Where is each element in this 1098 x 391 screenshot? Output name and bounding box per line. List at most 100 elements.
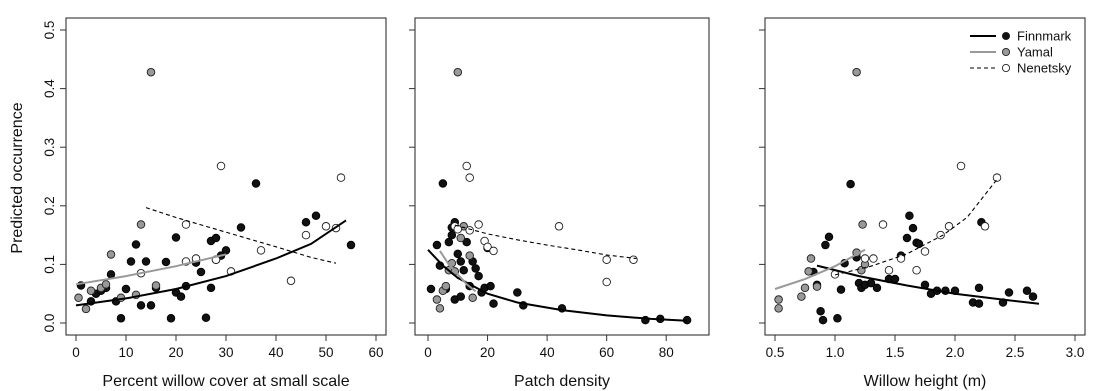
- point-finnmark: [221, 246, 231, 255]
- y-axis-title: Predicted occurrence: [9, 102, 26, 253]
- x-tick-label: 60: [599, 345, 614, 360]
- point-finnmark: [136, 301, 146, 310]
- point-finnmark: [141, 257, 151, 266]
- point-yamal: [432, 295, 442, 304]
- legend-item-nenetsky: Nenetsky: [970, 61, 1072, 76]
- point-finnmark: [447, 230, 457, 240]
- x-tick-label: 40: [268, 345, 283, 360]
- point-finnmark: [201, 313, 211, 322]
- point-finnmark: [176, 292, 186, 301]
- point-finnmark: [462, 237, 471, 247]
- point-yamal: [797, 292, 806, 301]
- point-yamal: [800, 283, 810, 293]
- x-tick-label: 3.0: [1066, 345, 1085, 360]
- point-yamal: [106, 250, 116, 259]
- point-nenetsky: [602, 277, 611, 287]
- point-finnmark: [166, 314, 176, 323]
- point-nenetsky: [286, 276, 296, 286]
- fit-line-nenetsky: [454, 224, 637, 260]
- point-nenetsky: [321, 222, 331, 231]
- point-nenetsky: [884, 266, 894, 275]
- point-yamal: [101, 280, 111, 289]
- point-finnmark: [426, 284, 436, 294]
- point-nenetsky: [462, 161, 471, 171]
- point-finnmark: [206, 283, 216, 293]
- x-tick-label: 10: [118, 345, 133, 360]
- x-axis-title: Patch density: [514, 373, 610, 390]
- legend-label: Yamal: [1017, 45, 1053, 60]
- legend-marker: [1001, 31, 1011, 41]
- point-finnmark: [459, 266, 468, 275]
- point-yamal: [465, 251, 474, 260]
- point-finnmark: [444, 237, 454, 247]
- point-finnmark: [824, 232, 834, 242]
- point-finnmark: [432, 240, 442, 250]
- point-nenetsky: [956, 161, 966, 171]
- point-yamal: [468, 293, 477, 303]
- point-nenetsky: [465, 226, 474, 235]
- fit-line-yamal: [439, 250, 477, 293]
- y-tick-label: 0.4: [42, 79, 57, 98]
- point-yamal: [146, 67, 156, 77]
- point-yamal: [858, 220, 867, 229]
- point-nenetsky: [602, 255, 611, 264]
- point-yamal: [81, 304, 91, 314]
- point-nenetsky: [453, 224, 463, 234]
- point-finnmark: [161, 257, 171, 267]
- fit-line-nenetsky: [834, 179, 998, 276]
- legend-marker: [1001, 47, 1011, 57]
- point-yamal: [774, 295, 783, 304]
- fit-line-yamal: [774, 248, 866, 290]
- point-finnmark: [513, 288, 522, 297]
- point-yamal: [441, 281, 451, 291]
- point-finnmark: [146, 301, 156, 310]
- fit-line-finnmark: [75, 219, 347, 307]
- point-nenetsky: [992, 173, 1002, 182]
- point-finnmark: [821, 240, 830, 250]
- point-nenetsky: [896, 254, 906, 263]
- point-yamal: [74, 293, 83, 303]
- point-finnmark: [301, 217, 311, 227]
- point-nenetsky: [489, 246, 498, 256]
- point-yamal: [453, 67, 463, 77]
- x-tick-label: 20: [480, 345, 495, 360]
- point-finnmark: [251, 179, 261, 188]
- point-nenetsky: [920, 247, 930, 256]
- point-nenetsky: [301, 230, 311, 240]
- x-tick-label: 60: [368, 345, 383, 360]
- point-nenetsky: [869, 254, 878, 263]
- point-nenetsky: [554, 222, 564, 231]
- point-yamal: [812, 282, 822, 291]
- point-nenetsky: [256, 246, 266, 255]
- point-finnmark: [902, 233, 912, 243]
- fit-line-finnmark: [427, 249, 688, 322]
- x-tick-label: 20: [168, 345, 183, 360]
- point-yamal: [804, 267, 813, 276]
- point-finnmark: [833, 314, 842, 323]
- fit-line-finnmark: [816, 264, 1040, 305]
- point-finnmark: [818, 315, 828, 325]
- plot-data: [74, 67, 356, 323]
- point-yamal: [852, 67, 861, 77]
- point-yamal: [774, 304, 783, 313]
- point-finnmark: [914, 239, 924, 249]
- x-tick-label: 1.5: [886, 345, 905, 360]
- point-yamal: [151, 281, 161, 290]
- point-finnmark: [1004, 288, 1014, 297]
- point-finnmark: [311, 211, 321, 221]
- point-finnmark: [196, 267, 206, 277]
- point-finnmark: [872, 283, 882, 293]
- point-yamal: [435, 304, 445, 313]
- point-yamal: [86, 286, 96, 296]
- chart-panel-3: 0.5 1.0 1.5 2.0 2.5 3.0 Willow height (m): [759, 17, 1086, 390]
- point-nenetsky: [980, 222, 990, 231]
- fit-line-yamal: [75, 253, 227, 286]
- point-finnmark: [474, 271, 483, 281]
- point-finnmark: [211, 233, 221, 243]
- fit-line-nenetsky: [145, 207, 337, 264]
- x-tick-label: 30: [218, 345, 233, 360]
- point-nenetsky: [483, 242, 492, 252]
- point-finnmark: [905, 211, 914, 221]
- plot-frame: [764, 17, 1086, 336]
